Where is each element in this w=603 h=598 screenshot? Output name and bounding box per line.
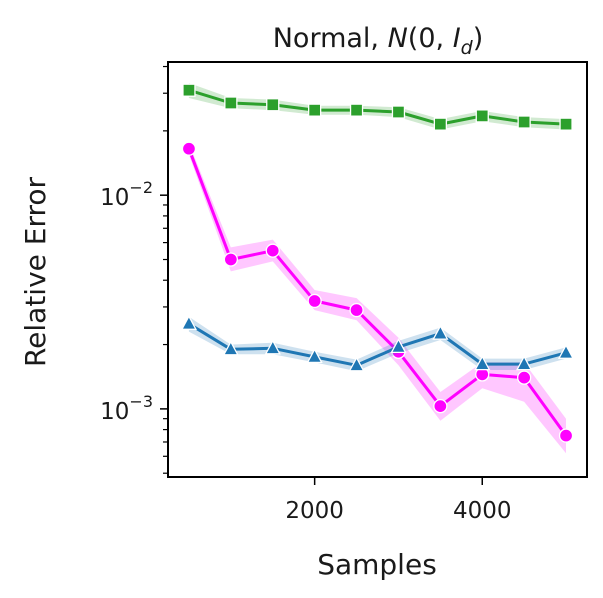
x-tick-label: 4000 xyxy=(453,498,512,524)
chart-title-open: (0, xyxy=(408,23,453,54)
marker-square xyxy=(224,96,238,110)
marker-square xyxy=(433,117,448,131)
chart-title-prefix: Normal, xyxy=(273,23,388,54)
marker-triangle xyxy=(432,324,449,340)
line-magenta-circle xyxy=(187,148,568,437)
marker-triangle xyxy=(557,343,575,359)
marker-square xyxy=(182,83,196,97)
marker-triangle xyxy=(264,339,281,355)
marker-square xyxy=(266,98,280,112)
marker-square xyxy=(475,109,489,123)
line-blue-triangle xyxy=(188,322,567,367)
marker-square xyxy=(559,117,573,131)
x-tick-label: 2000 xyxy=(285,498,344,524)
plot-area xyxy=(180,83,575,454)
marker-triangle xyxy=(222,340,239,356)
series-green-square xyxy=(182,83,573,131)
confidence-band-magenta-circle xyxy=(188,143,566,454)
marker-circle xyxy=(223,252,239,267)
marker-triangle xyxy=(474,355,491,371)
marker-circle xyxy=(349,302,364,318)
series-magenta-circle xyxy=(181,141,574,454)
y-tick-base: 10 xyxy=(100,399,129,425)
marker-square xyxy=(349,103,364,117)
y-tick-exponent: −2 xyxy=(129,178,153,197)
confidence-band-green-square xyxy=(188,83,566,130)
marker-square xyxy=(307,103,322,117)
y-tick-base: 10 xyxy=(100,185,129,211)
chart-title-close: ) xyxy=(473,23,484,54)
line-green-square xyxy=(188,88,567,126)
y-tick-exponent: −3 xyxy=(129,392,153,411)
series-blue-triangle xyxy=(180,314,575,372)
y-tick-label: 10−3 xyxy=(100,392,153,425)
marker-circle xyxy=(181,141,197,156)
marker-triangle xyxy=(348,356,365,372)
chart-title-mat: I xyxy=(453,23,461,54)
x-axis-label: Samples xyxy=(317,548,437,581)
marker-circle xyxy=(433,398,448,414)
marker-triangle xyxy=(516,355,533,371)
marker-circle xyxy=(517,370,532,385)
plot-frame xyxy=(167,61,588,478)
marker-square xyxy=(517,115,531,129)
marker-circle xyxy=(265,243,280,258)
marker-triangle xyxy=(390,338,407,354)
y-axis-label: Relative Error xyxy=(19,176,52,367)
chart-title-sub: d xyxy=(461,37,474,59)
marker-circle xyxy=(307,293,322,309)
marker-triangle xyxy=(306,348,323,364)
chart-title-dist: N xyxy=(388,23,408,54)
marker-circle xyxy=(558,428,574,443)
y-tick-label: 10−2 xyxy=(100,178,153,211)
marker-triangle xyxy=(180,314,197,330)
chart-title: Normal, N(0, Id) xyxy=(273,23,484,59)
marker-square xyxy=(391,105,406,119)
